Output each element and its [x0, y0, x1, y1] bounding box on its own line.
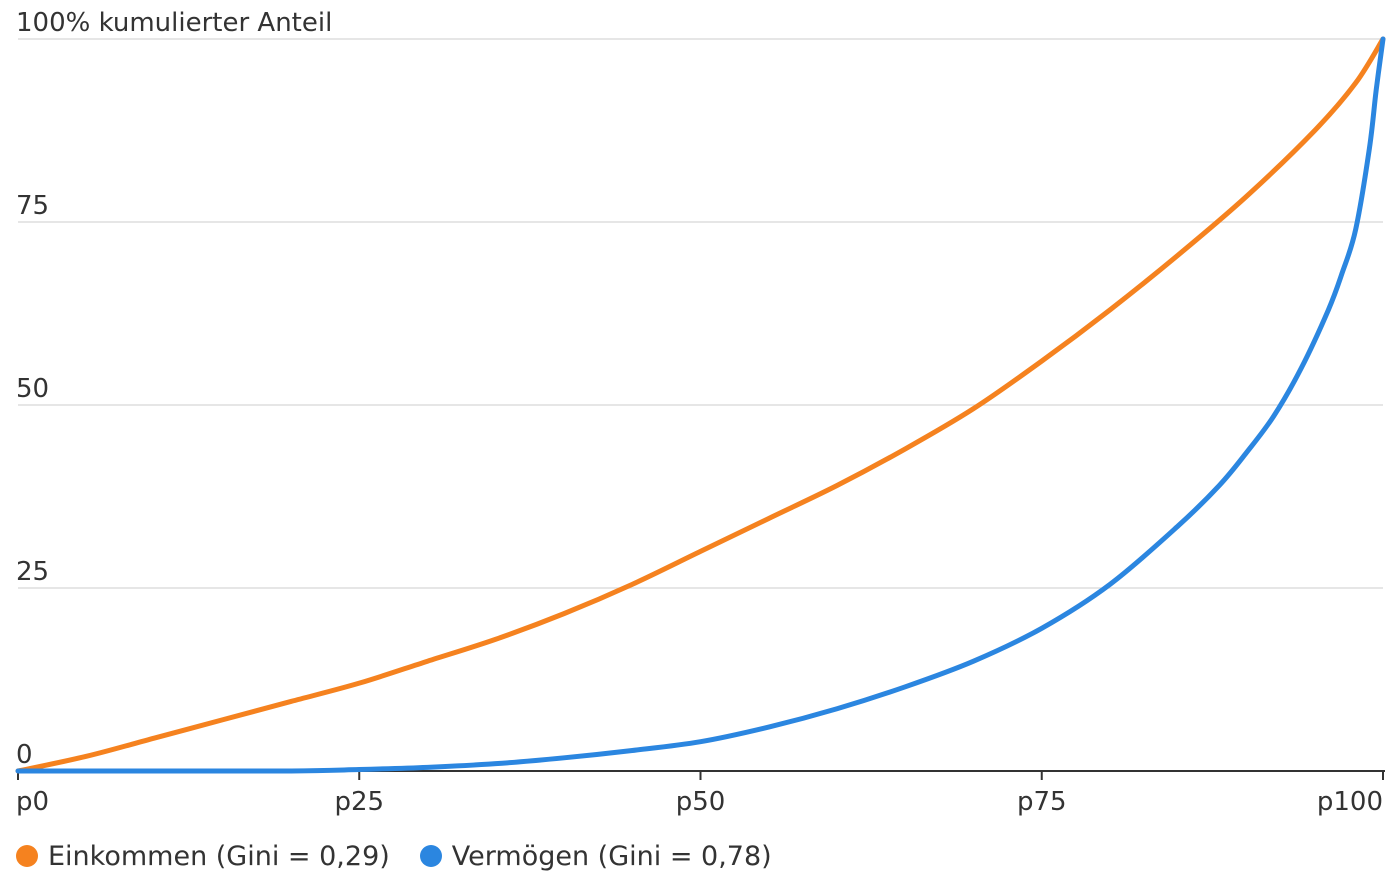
y-tick-label: 0	[16, 740, 33, 770]
x-tick-label: p75	[1017, 787, 1067, 817]
legend-item-einkommen: Einkommen (Gini = 0,29)	[16, 841, 390, 872]
legend-label-einkommen: Einkommen (Gini = 0,29)	[48, 840, 390, 872]
x-tick-label: p0	[16, 787, 49, 817]
y-axis-label: 100% kumulierter Anteil	[16, 8, 332, 38]
series-line-0	[15, 36, 1386, 774]
series-line-1	[15, 36, 1386, 774]
legend-dot-icon	[16, 845, 38, 867]
x-tick-label: p25	[334, 787, 384, 817]
y-tick-label: 75	[16, 191, 49, 221]
axis-labels: 0 25 50 75 100% kumulierter Anteil p0 p25 p50 p7…	[16, 8, 1383, 817]
legend-dot-icon	[419, 845, 442, 867]
legend: Einkommen (Gini = 0,29) Vermögen (Gini =…	[16, 836, 772, 876]
legend-item-vermoegen: Vermögen (Gini = 0,78)	[419, 840, 772, 872]
x-tick-label: p50	[676, 787, 726, 817]
chart-canvas: 0 25 50 75 100% kumulierter Anteil p0 p25 p50 p7…	[15, 8, 1386, 817]
legend-label-vermoegen: Vermögen (Gini = 0,78)	[451, 840, 772, 872]
gridlines	[18, 38, 1383, 589]
y-tick-label: 25	[16, 557, 49, 587]
series-lines	[15, 36, 1386, 774]
x-tick-label: p100	[1317, 787, 1383, 817]
y-tick-label: 50	[16, 374, 49, 404]
